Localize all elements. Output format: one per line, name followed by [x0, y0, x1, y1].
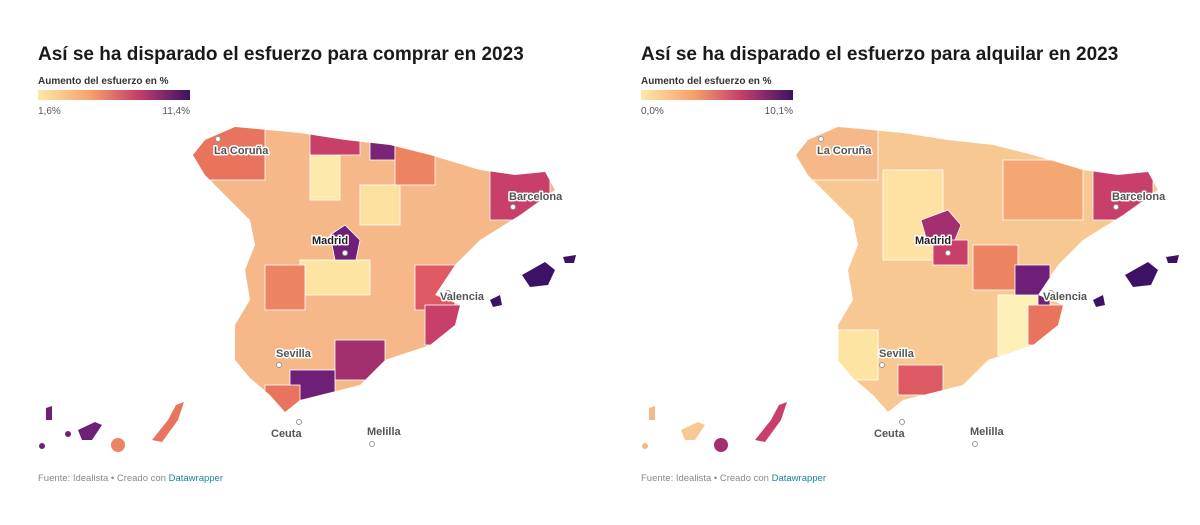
province [972, 244, 1019, 291]
city-dots [215, 136, 516, 447]
map-title: Así se ha disparado el esfuerzo para alq… [641, 44, 1118, 65]
balearic [522, 262, 555, 287]
source-link[interactable]: Datawrapper [772, 473, 826, 484]
balearic [1093, 295, 1105, 307]
city-dot [510, 204, 516, 210]
city-label: Melilla [970, 426, 1005, 438]
province [837, 329, 879, 381]
map-title: Así se ha disparado el esfuerzo para com… [38, 44, 524, 65]
city-label: La Coruña [214, 145, 269, 157]
city-label: Madrid [312, 235, 348, 247]
city-dot [296, 419, 302, 425]
city-label: Ceuta [874, 428, 905, 440]
province [309, 129, 361, 156]
province [264, 384, 301, 412]
source: Fuente: Idealista • Creado con Datawrapp… [38, 473, 223, 484]
city-dot [276, 362, 282, 368]
source-link[interactable]: Datawrapper [169, 473, 223, 484]
province [359, 184, 401, 226]
balearic [1125, 262, 1158, 287]
city-dot [342, 250, 348, 256]
map-panel: Así se ha disparado el esfuerzo para alq… [641, 44, 1179, 484]
province [334, 339, 386, 381]
city-label: Barcelona [509, 191, 563, 203]
province [897, 364, 944, 396]
map-panel: Así se ha disparado el esfuerzo para com… [38, 44, 576, 484]
canary [78, 422, 102, 440]
legend-title: Aumento del esfuerzo en % [38, 76, 169, 87]
canary [714, 438, 728, 452]
canary [649, 406, 655, 420]
city-label: Sevilla [276, 348, 312, 360]
province [264, 264, 306, 311]
canary [111, 438, 125, 452]
city-label: Sevilla [879, 348, 915, 360]
province [309, 149, 341, 201]
province [424, 304, 466, 346]
canary [46, 406, 52, 420]
city-dots [818, 136, 1119, 447]
mainland [193, 127, 555, 412]
province [394, 144, 436, 186]
legend-min: 0,0% [641, 106, 664, 117]
city-dot [445, 290, 451, 296]
balearic [490, 295, 502, 307]
source-text: Fuente: Idealista • Creado con [38, 473, 166, 484]
mainland [796, 127, 1158, 412]
balearic [1166, 255, 1179, 263]
city-dot [1113, 204, 1119, 210]
balearic [563, 255, 576, 263]
source: Fuente: Idealista • Creado con Datawrapp… [641, 473, 826, 484]
city-dot [972, 441, 978, 447]
legend-max: 11,4% [162, 106, 190, 117]
canary [39, 443, 45, 449]
province [329, 224, 361, 266]
city-dot [945, 250, 951, 256]
legend-title: Aumento del esfuerzo en % [641, 76, 772, 87]
province [414, 264, 456, 311]
province [920, 209, 962, 246]
canary [681, 422, 705, 440]
city-dot [1048, 290, 1054, 296]
canary [152, 402, 184, 442]
province [1002, 159, 1084, 221]
canary [642, 443, 648, 449]
city-dot [899, 419, 905, 425]
source-text: Fuente: Idealista • Creado con [641, 473, 769, 484]
city-dot [879, 362, 885, 368]
province [1027, 304, 1069, 346]
legend-min: 1,6% [38, 106, 61, 117]
city-label: Valencia [440, 291, 485, 303]
canary [755, 402, 787, 442]
city-label: La Coruña [817, 145, 872, 157]
city-label: Ceuta [271, 428, 302, 440]
city-label: Valencia [1043, 291, 1088, 303]
legend-max: 10,1% [765, 106, 793, 117]
province [299, 259, 371, 296]
city-dot [818, 136, 824, 142]
province [369, 139, 396, 161]
city-dot [215, 136, 221, 142]
city-label: Barcelona [1112, 191, 1166, 203]
legend-gradient [38, 90, 190, 100]
city-label: Madrid [915, 235, 951, 247]
legend-gradient [641, 90, 793, 100]
canary [65, 431, 71, 437]
city-dot [369, 441, 375, 447]
city-label: Melilla [367, 426, 402, 438]
